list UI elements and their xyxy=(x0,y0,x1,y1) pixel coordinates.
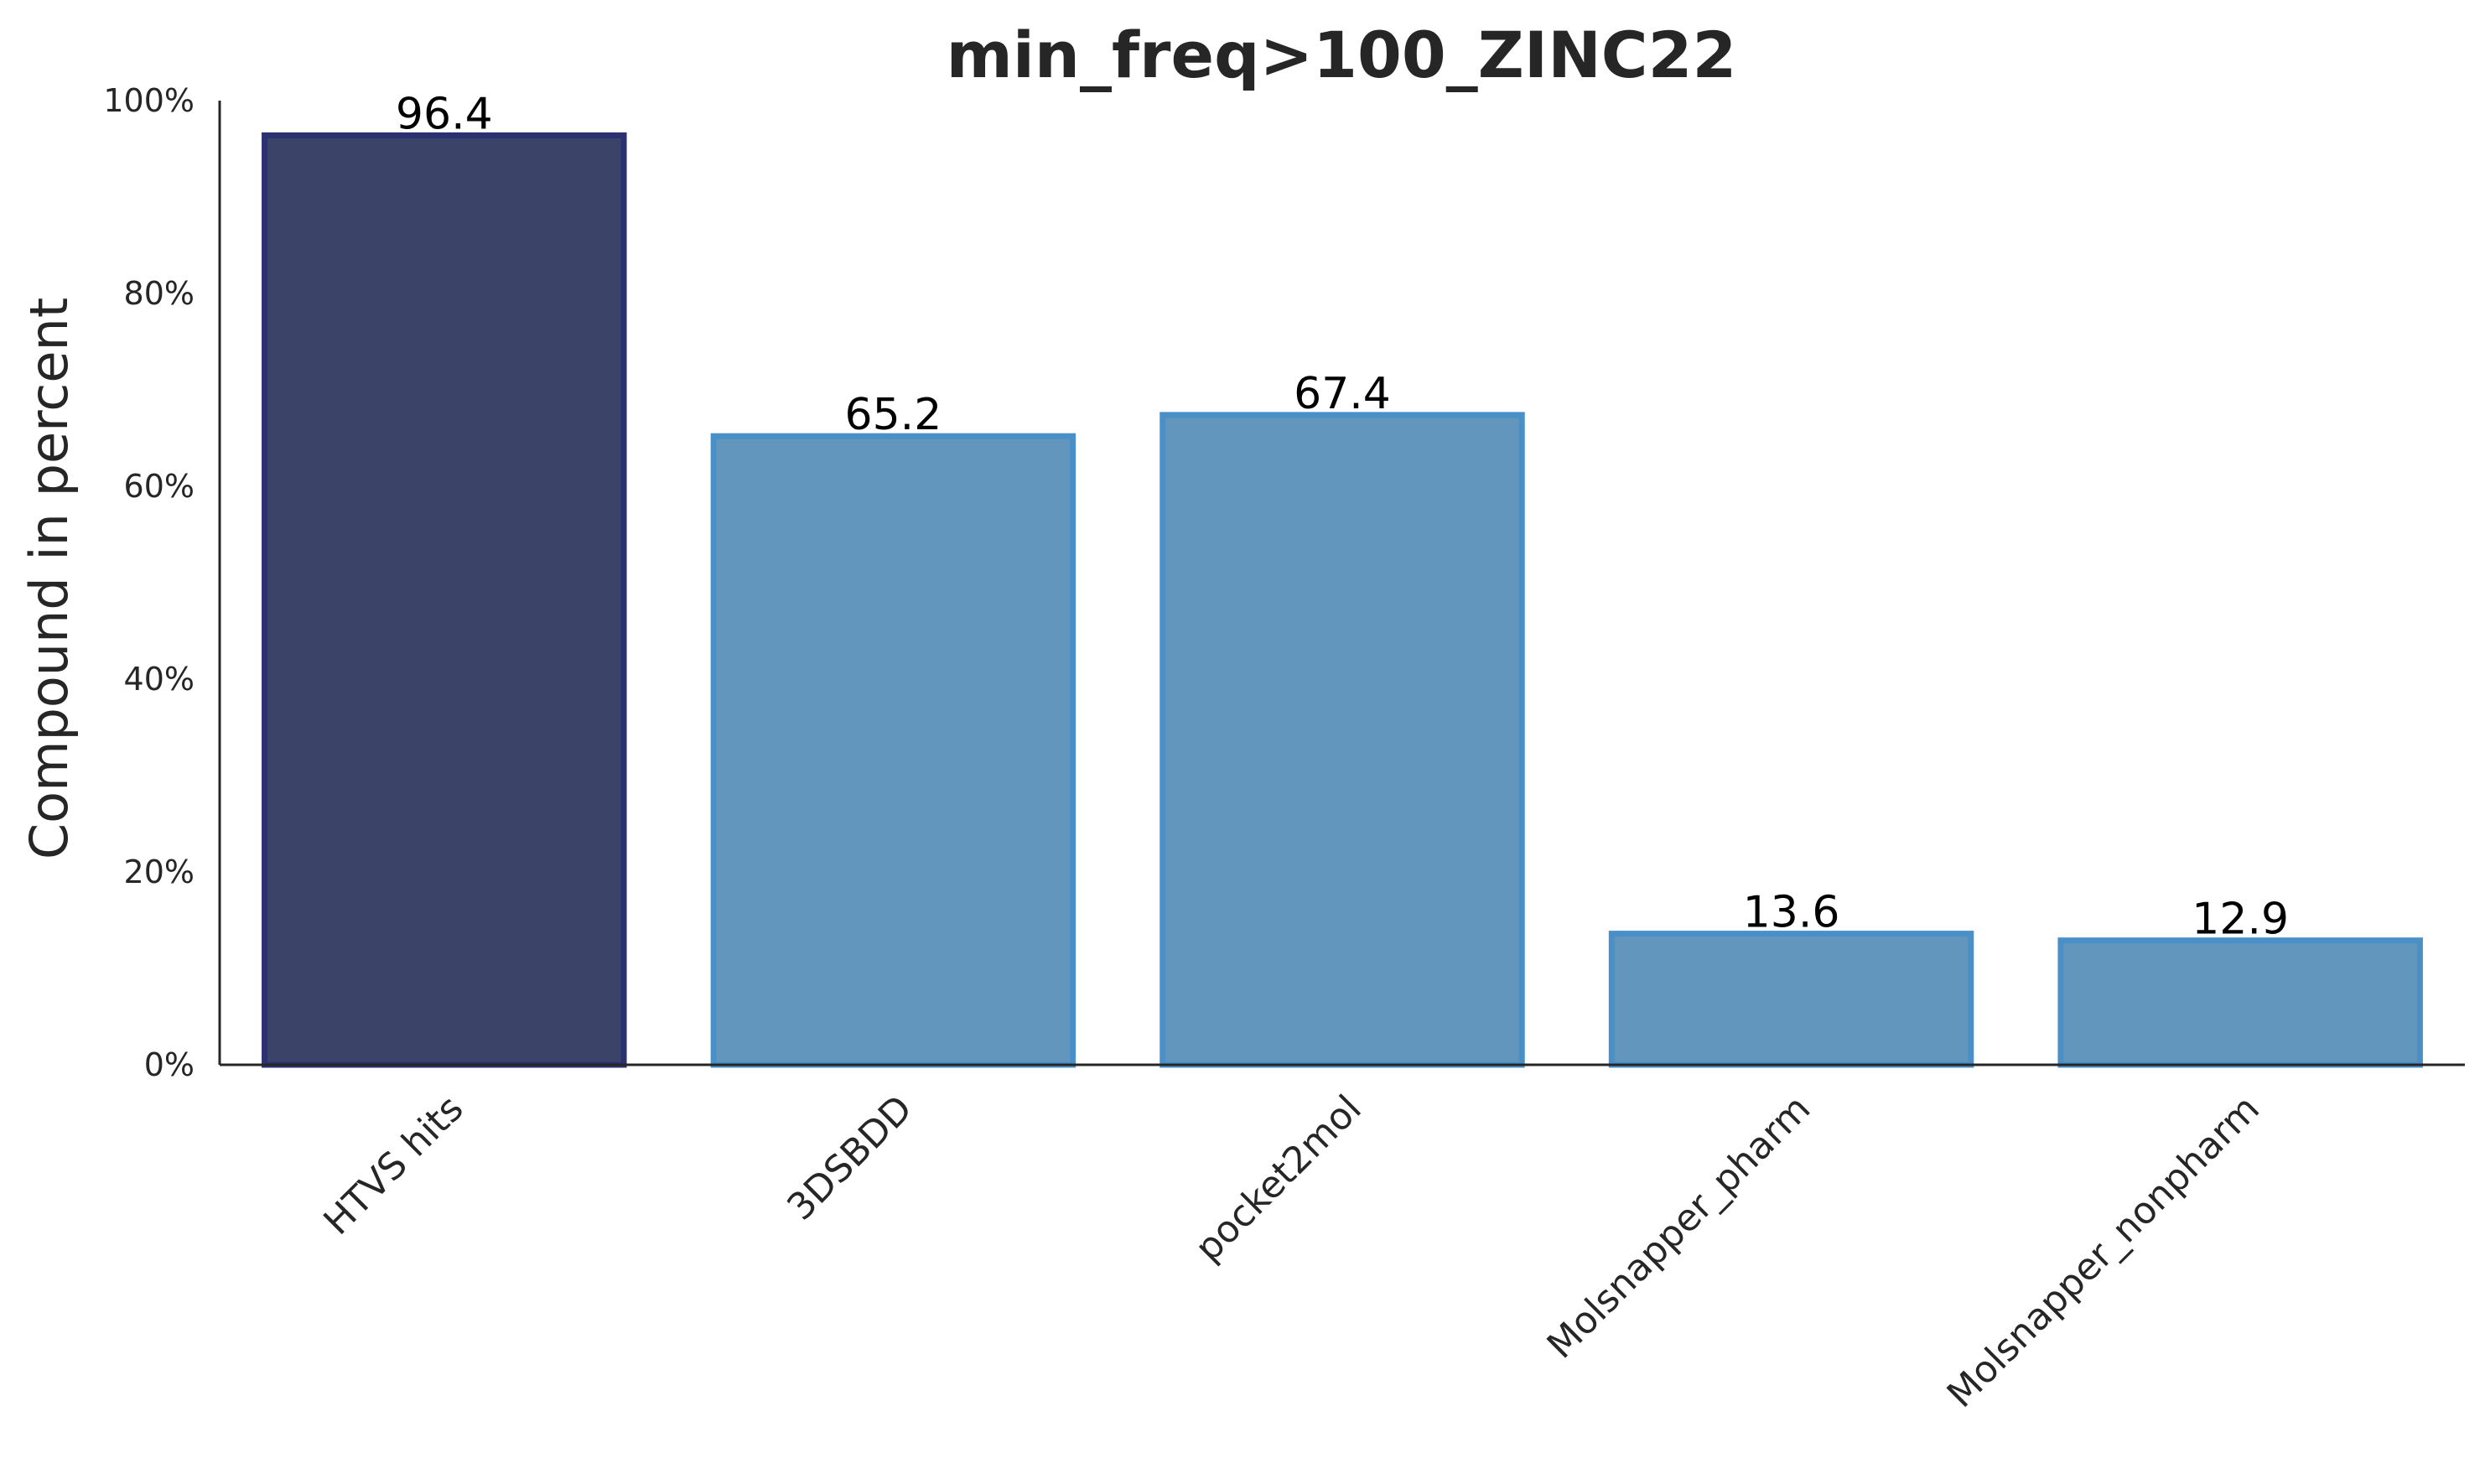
y-axis-label: Compound in percent xyxy=(18,298,80,859)
y-tick-label: 60% xyxy=(124,468,195,505)
y-axis-ticks: 0% 20% 40% 60% 80% 100% xyxy=(103,82,195,1083)
x-tick-label: pocket2mol xyxy=(1187,1087,1370,1270)
x-tick-label: HTVS hits xyxy=(315,1087,471,1243)
x-tick-label: Molsnapper_nonpharm xyxy=(1939,1087,2268,1416)
chart-title: min_freq>100_ZINC22 xyxy=(947,18,1737,92)
bar xyxy=(2057,937,2423,1068)
data-labels: 96.4 65.2 67.4 13.6 12.9 xyxy=(396,89,2289,944)
data-label: 96.4 xyxy=(396,89,493,139)
y-tick-label: 20% xyxy=(124,854,195,890)
x-tick-label: 3DSBDD xyxy=(779,1087,921,1229)
y-tick-label: 100% xyxy=(103,82,195,119)
data-label: 13.6 xyxy=(1743,888,1840,938)
y-tick-label: 40% xyxy=(124,661,195,698)
bars xyxy=(262,132,2423,1068)
x-axis-ticks: HTVS hits 3DSBDD pocket2mol Molsnapper_phar… xyxy=(315,1087,2268,1416)
bar xyxy=(1608,931,1974,1068)
bar xyxy=(1159,412,1525,1068)
y-tick-label: 0% xyxy=(144,1046,195,1083)
data-label: 12.9 xyxy=(2192,895,2289,945)
bar xyxy=(710,433,1076,1068)
y-tick-label: 80% xyxy=(124,275,195,312)
bar xyxy=(262,132,627,1068)
data-label: 65.2 xyxy=(845,390,942,440)
x-tick-label: Molsnapper_pharm xyxy=(1539,1087,1819,1367)
data-label: 67.4 xyxy=(1294,369,1391,419)
